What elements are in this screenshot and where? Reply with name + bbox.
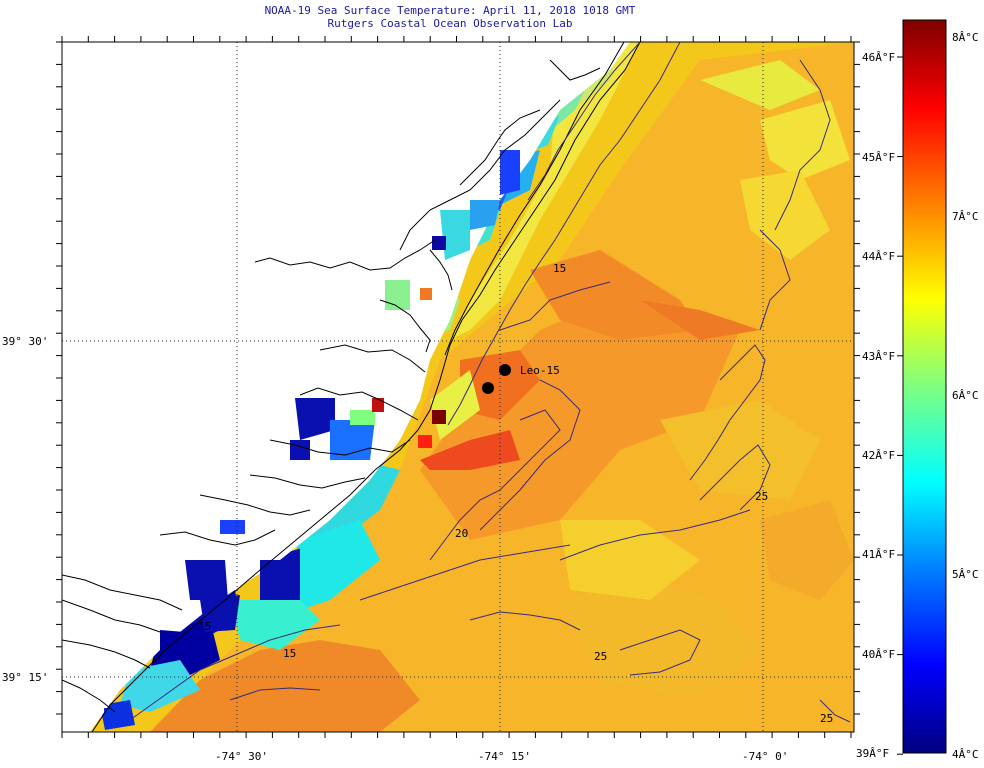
colorbar-fahrenheit-label: 42Â°F xyxy=(862,449,895,462)
colorbar-celsius-label: 4Â°C xyxy=(952,748,979,761)
colorbar-celsius-label: 6Â°C xyxy=(952,389,979,402)
map-title: NOAA-19 Sea Surface Temperature: April 1… xyxy=(264,4,636,17)
colorbar-celsius-label: 7Â°C xyxy=(952,210,979,223)
contour-label: 15 xyxy=(283,647,296,660)
contour-label: 15 xyxy=(553,262,566,275)
contour-label: 25 xyxy=(820,712,833,725)
sst-field: 15 15 20 15 25 25 25 Leo-15 xyxy=(62,42,854,732)
colorbar-fahrenheit-label: 41Â°F xyxy=(862,548,895,561)
colorbar-fahrenheit-label: 46Â°F xyxy=(862,51,895,64)
lon-label: -74° 30' xyxy=(215,750,268,763)
lon-label: -74° 15' xyxy=(478,750,531,763)
colorbar-fahrenheit-label: 45Â°F xyxy=(862,151,895,164)
colorbar-fahrenheit-label: 40Â°F xyxy=(862,648,895,661)
colorbar-fahrenheit-label: 43Â°F xyxy=(862,350,895,363)
colorbar xyxy=(902,19,947,754)
lat-label: 39° 15' xyxy=(2,671,48,684)
station-label: Leo-15 xyxy=(520,364,560,377)
colorbar-celsius-label: 5Â°C xyxy=(952,568,979,581)
contour-label: 20 xyxy=(455,527,468,540)
contour-label: 15 xyxy=(198,620,211,633)
map-subtitle: Rutgers Coastal Ocean Observation Lab xyxy=(327,17,573,30)
colorbar-fahrenheit-label: 39Â°F xyxy=(856,747,889,760)
map-frame xyxy=(61,41,855,733)
contour-label: 25 xyxy=(755,490,768,503)
colorbar-celsius-label: 8Â°C xyxy=(952,31,979,44)
station-marker xyxy=(499,364,511,376)
colorbar-fahrenheit-label: 44Â°F xyxy=(862,250,895,263)
lat-label: 39° 30' xyxy=(2,335,48,348)
lon-label: -74° 0' xyxy=(742,750,788,763)
axis-ticks xyxy=(56,36,860,738)
contour-label: 25 xyxy=(594,650,607,663)
station-marker xyxy=(482,382,494,394)
